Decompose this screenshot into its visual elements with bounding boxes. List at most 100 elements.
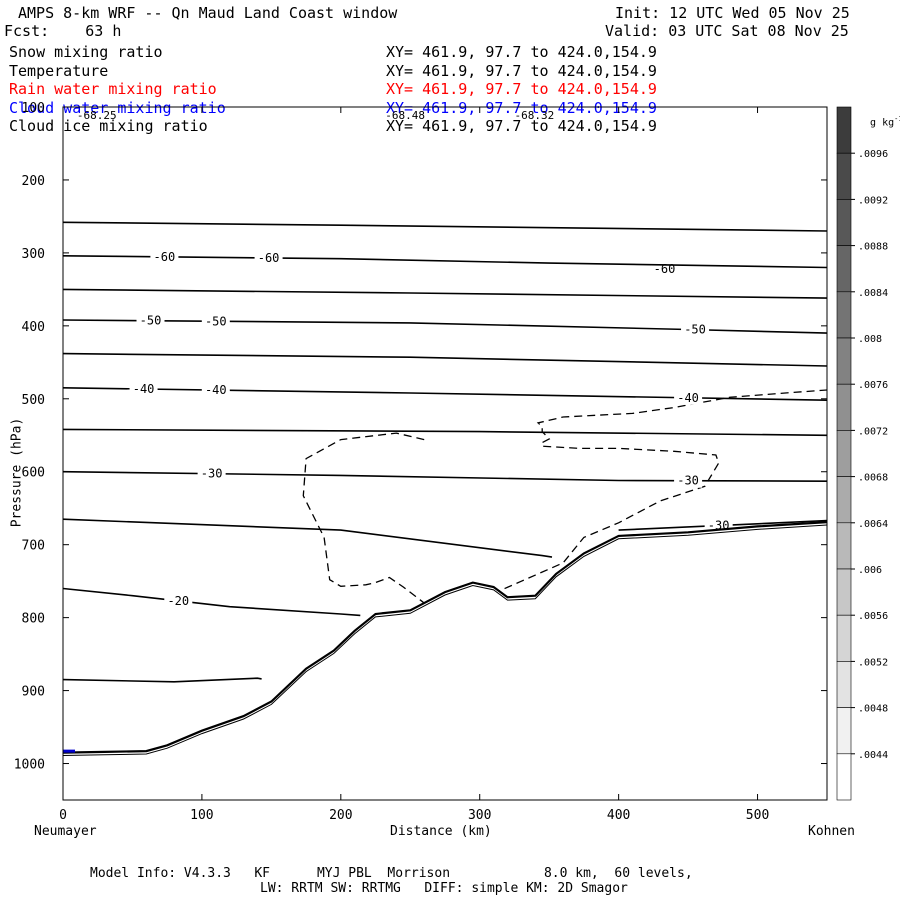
y-tick-label: 1000 — [14, 758, 45, 773]
colorbar-label: .006 — [858, 565, 882, 576]
colorbar-label: .0044 — [858, 750, 888, 761]
temperature-contour — [62, 587, 361, 617]
x-tick-label: 0 — [59, 808, 67, 823]
colorbar-swatch — [836, 476, 852, 524]
contour-label: -40 — [133, 382, 155, 396]
colorbar-label: .0064 — [858, 519, 888, 530]
contour-label-bg — [164, 593, 193, 608]
legend-field-name: Cloud ice mixing ratio — [9, 117, 208, 135]
temperature-contour — [62, 288, 828, 299]
temperature-contour — [62, 387, 828, 401]
top-latitude-label: -68.32 — [514, 109, 554, 122]
contour-label: -60 — [154, 250, 176, 264]
contour-label: -50 — [205, 314, 227, 328]
legend-field-xy: XY= 461.9, 97.7 to 424.0,154.9 — [386, 80, 657, 98]
legend-field-xy: XY= 461.9, 97.7 to 424.0,154.9 — [386, 117, 657, 135]
init-time: Init: 12 UTC Wed 05 Nov 25 — [615, 4, 850, 22]
y-tick-label: 200 — [22, 174, 45, 189]
temperature-contour — [62, 319, 828, 334]
colorbar-swatch — [836, 430, 852, 477]
y-tick-label: 700 — [22, 539, 45, 554]
temperature-contour — [62, 428, 828, 437]
terrain-line-lower — [62, 524, 828, 756]
legend-field-xy: XY= 461.9, 97.7 to 424.0,154.9 — [386, 61, 657, 80]
contour-label-bg — [674, 390, 703, 405]
contour-label-bg — [674, 473, 703, 488]
colorbar-label: .0096 — [858, 149, 888, 160]
legend-field-name: Rain water mixing ratio — [9, 80, 217, 98]
x-tick-label: 200 — [329, 808, 352, 823]
top-latitude-label: -68.48 — [385, 109, 425, 122]
colorbar-swatch — [836, 106, 852, 154]
contour-label-bg — [129, 382, 158, 397]
y-tick-label: 100 — [22, 101, 45, 116]
colorbar-swatch — [836, 199, 852, 246]
x-left-endpoint: Neumayer — [34, 824, 97, 839]
legend-field-name: Snow mixing ratio — [9, 43, 163, 61]
x-tick-label: 300 — [468, 808, 491, 823]
colorbar-swatch — [836, 337, 852, 385]
temperature-contour — [62, 221, 828, 232]
contour-label: -40 — [205, 383, 227, 397]
contour-label-bg — [681, 322, 710, 337]
x-axis-title: Distance (km) — [390, 824, 492, 839]
temperature-contour — [62, 518, 553, 558]
colorbar-swatch — [836, 707, 852, 755]
y-tick-label: 300 — [22, 247, 45, 262]
contour-label-bg — [201, 314, 230, 329]
contour-label: -30 — [201, 467, 223, 481]
plot-frame — [62, 106, 828, 801]
model-info-line2: LW: RRTM SW: RRTMG DIFF: simple KM: 2D S… — [260, 881, 628, 896]
contour-label: -60 — [258, 251, 280, 265]
colorbar-unit: g kg-1 — [870, 115, 900, 129]
y-axis-title: Pressure (hPa) — [9, 417, 25, 528]
contour-label: -40 — [677, 391, 699, 405]
colorbar-label: .0052 — [858, 657, 888, 668]
colorbar-swatch — [836, 661, 852, 708]
legend-field-name: Temperature — [9, 61, 109, 80]
y-tick-label: 900 — [22, 685, 45, 700]
colorbar-swatch — [836, 152, 852, 200]
colorbar-swatch — [836, 383, 852, 431]
y-tick-label: 500 — [22, 393, 45, 408]
contour-label-bg — [136, 313, 165, 328]
y-tick-label: 800 — [22, 612, 45, 627]
contour-label-bg — [197, 466, 226, 481]
temperature-contour — [62, 677, 262, 683]
contour-label: -50 — [140, 314, 162, 328]
contour-label: -20 — [167, 594, 189, 608]
colorbar-swatch — [836, 568, 852, 616]
dashed-contour — [302, 389, 828, 611]
temperature-contour — [62, 255, 828, 269]
y-tick-label: 400 — [22, 320, 45, 335]
colorbar-label: .0072 — [858, 426, 888, 437]
forecast-hour: Fcst: 63 h — [4, 22, 122, 40]
colorbar-label: .0092 — [858, 195, 888, 206]
colorbar-swatch — [836, 753, 852, 801]
colorbar-label: .0084 — [858, 288, 888, 299]
model-info-line1: Model Info: V4.3.3 KF MYJ PBL Morrison 8… — [90, 866, 693, 881]
colorbar-label: .008 — [858, 334, 882, 345]
valid-time: Valid: 03 UTC Sat 08 Nov 25 — [605, 22, 849, 40]
colorbar-swatch — [836, 522, 852, 570]
colorbar-swatch — [836, 291, 852, 339]
x-tick-label: 500 — [746, 808, 769, 823]
legend-field-xy: XY= 461.9, 97.7 to 424.0,154.9 — [386, 43, 657, 61]
colorbar-label: .0048 — [858, 704, 888, 715]
temperature-contour — [62, 352, 828, 367]
contour-label-bg — [254, 250, 283, 265]
chart-title: AMPS 8-km WRF -- Qn Maud Land Coast wind… — [18, 4, 398, 22]
x-right-endpoint: Kohnen — [808, 824, 855, 839]
colorbar-label: .0088 — [858, 242, 888, 253]
terrain-fill — [63, 522, 827, 800]
terrain-line — [62, 521, 828, 754]
temperature-contour — [62, 470, 828, 483]
y-tick-label: 600 — [22, 466, 45, 481]
contour-label: -50 — [684, 323, 706, 337]
colorbar-label: .0076 — [858, 380, 888, 391]
contour-label-bg — [201, 383, 230, 398]
contour-label: -30 — [677, 474, 699, 488]
colorbar-swatch — [836, 614, 852, 662]
contour-label-bg — [150, 249, 179, 264]
